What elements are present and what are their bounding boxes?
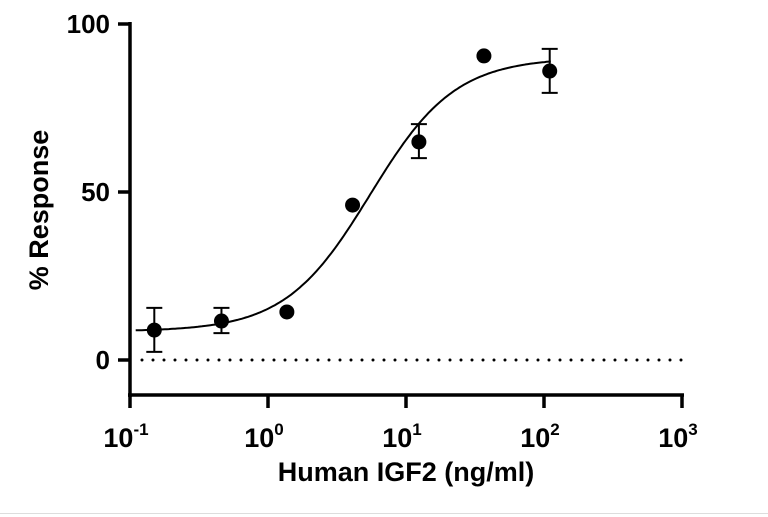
y-tick-label: 50: [81, 177, 110, 207]
y-axis-label: % Response: [24, 130, 54, 291]
data-point: [542, 63, 558, 79]
bottom-border: [0, 513, 768, 514]
y-tick-label: 100: [67, 9, 110, 39]
data-point: [345, 197, 361, 213]
x-tick-label: 101: [382, 420, 422, 453]
data-point: [411, 134, 427, 150]
axes: 0 50 100 10-1 100 101 102 103: [67, 9, 698, 453]
data-point: [279, 304, 295, 320]
x-tick-label: 10-1: [103, 420, 148, 453]
x-tick-label: 102: [520, 420, 560, 453]
x-axis-label: Human IGF2 (ng/ml): [278, 457, 535, 487]
fit-curve-group: [135, 60, 551, 332]
data-point: [146, 322, 162, 338]
x-tick-label: 103: [658, 420, 698, 453]
fit-curve: [135, 60, 551, 332]
y-tick-label: 0: [96, 345, 110, 375]
data-point: [213, 313, 229, 329]
x-tick-label: 100: [244, 420, 284, 453]
data-point: [476, 48, 492, 64]
data-points: [146, 47, 558, 353]
